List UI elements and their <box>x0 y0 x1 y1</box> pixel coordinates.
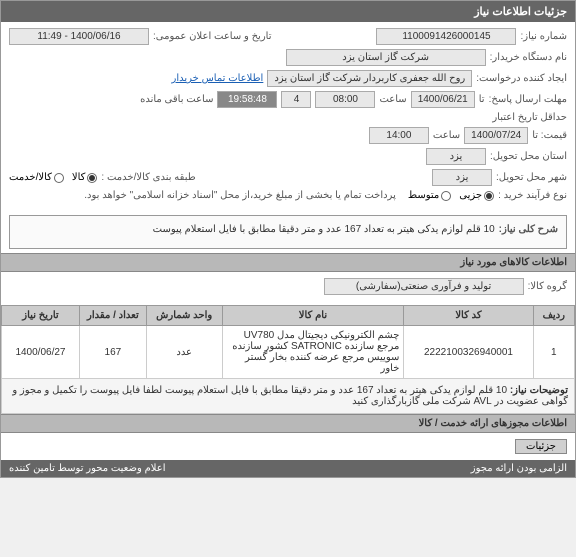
label-goodsgroup: گروه کالا: <box>528 281 567 292</box>
radio-dot-icon <box>87 173 97 183</box>
col-qty: تعداد / مقدار <box>79 306 146 326</box>
supplier-header: اطلاعات مجوزهای ارائه خدمت / کالا <box>1 414 575 433</box>
cell-qty: 167 <box>79 326 146 379</box>
cell-name: چشم الکترونیکی دیجیتال مدل UV780 مرجع سا… <box>222 326 404 379</box>
field-credithour: 14:00 <box>369 127 429 144</box>
summary-box: شرح کلی نیاز: 10 قلم لوازم یدکی هیتر به … <box>9 215 567 249</box>
field-province: یزد <box>426 148 486 165</box>
payment-note: پرداخت تمام یا بخشی از مبلغ خرید،از محل … <box>84 190 396 201</box>
table-header-row: ردیف کد کالا نام کالا واحد شمارش تعداد /… <box>2 306 575 326</box>
label-province: استان محل تحویل: <box>490 151 567 162</box>
pay-radio-group: جزیی متوسط <box>408 190 494 201</box>
label-credit: حداقل تاریخ اعتبار <box>492 112 567 123</box>
label-paytype: نوع فرآیند خرید : <box>498 190 567 201</box>
footer-right: الزامی بودن ارائه مجوز <box>471 463 567 474</box>
label-hour1: ساعت <box>379 94 406 105</box>
field-remaining: 19:58:48 <box>217 91 277 108</box>
footer-left: اعلام وضعیت محور توسط تامین کننده <box>9 463 166 474</box>
goods-header: اطلاعات کالاهای مورد نیاز <box>1 253 575 272</box>
contact-link[interactable]: اطلاعات تماس خریدار <box>171 73 263 84</box>
radio-medium-label: متوسط <box>408 190 439 201</box>
label-reqno: شماره نیاز: <box>520 31 567 42</box>
col-row: ردیف <box>533 306 574 326</box>
field-city: یزد <box>432 169 492 186</box>
field-buyer: شرکت گاز استان یزد <box>286 49 486 66</box>
label-hour2: ساعت <box>433 130 460 141</box>
radio-goods[interactable]: کالا <box>72 172 98 183</box>
class-radio-group: کالا کالا/خدمت <box>9 172 97 183</box>
col-code: کد کالا <box>404 306 533 326</box>
field-replyhour: 08:00 <box>315 91 375 108</box>
header-main: جزئیات اطلاعات نیاز <box>1 1 575 22</box>
radio-dot-icon <box>54 173 64 183</box>
field-creditdate: 1400/07/24 <box>464 127 528 144</box>
label-requester: ایجاد کننده درخواست: <box>476 73 567 84</box>
cell-row: 1 <box>533 326 574 379</box>
label-buyer: نام دستگاه خریدار: <box>490 52 567 63</box>
goods-table: ردیف کد کالا نام کالا واحد شمارش تعداد /… <box>1 305 575 414</box>
radio-medium[interactable]: متوسط <box>408 190 451 201</box>
form-area: شماره نیاز: 1100091426000145 تاریخ و ساع… <box>1 22 575 211</box>
label-priceto: قیمت: تا <box>532 130 567 141</box>
label-deadline: مهلت ارسال پاسخ: <box>489 94 567 105</box>
label-city: شهر محل تحویل: <box>496 172 567 183</box>
notes-label: توضیحات نیاز: <box>510 385 568 396</box>
radio-service[interactable]: کالا/خدمت <box>9 172 64 183</box>
radio-partial-label: جزیی <box>459 190 482 201</box>
col-name: نام کالا <box>222 306 404 326</box>
col-unit: واحد شمارش <box>146 306 222 326</box>
radio-partial[interactable]: جزیی <box>459 190 494 201</box>
cell-date: 1400/06/27 <box>2 326 80 379</box>
summary-title: شرح کلی نیاز: <box>499 222 558 238</box>
cell-unit: عدد <box>146 326 222 379</box>
notes-row: توضیحات نیاز: 10 قلم لوازم یدکی هیتر به … <box>2 379 575 414</box>
notes-text: 10 قلم لوازم یدکی هیتر به تعداد 167 عدد … <box>12 385 568 407</box>
radio-service-label: کالا/خدمت <box>9 172 52 183</box>
radio-dot-icon <box>484 191 494 201</box>
main-panel: جزئیات اطلاعات نیاز شماره نیاز: 11000914… <box>0 0 576 478</box>
field-reqno: 1100091426000145 <box>376 28 516 45</box>
field-replydate: 1400/06/21 <box>411 91 475 108</box>
cell-code: 2222100326940001 <box>404 326 533 379</box>
field-days: 4 <box>281 91 311 108</box>
label-remaining: ساعت باقی مانده <box>140 94 213 105</box>
col-date: تاریخ نیاز <box>2 306 80 326</box>
field-goodsgroup: تولید و فرآوری صنعتی(سفارشی) <box>324 278 524 295</box>
field-requester: روح الله جعفری کاربردار شرکت گاز استان ی… <box>267 70 472 87</box>
footer-bar: الزامی بودن ارائه مجوز اعلام وضعیت محور … <box>1 460 575 477</box>
table-row[interactable]: 1 2222100326940001 چشم الکترونیکی دیجیتا… <box>2 326 575 379</box>
label-until: تا <box>479 94 485 105</box>
radio-goods-label: کالا <box>72 172 86 183</box>
field-announce: 1400/06/16 - 11:49 <box>9 28 149 45</box>
radio-dot-icon <box>441 191 451 201</box>
label-class: طبقه بندی کالا/خدمت : <box>101 172 195 183</box>
label-announce: تاریخ و ساعت اعلان عمومی: <box>153 31 272 42</box>
summary-text: 10 قلم لوازم یدکی هیتر به تعداد 167 عدد … <box>153 222 495 238</box>
details-button[interactable]: جزئیات <box>515 439 567 454</box>
